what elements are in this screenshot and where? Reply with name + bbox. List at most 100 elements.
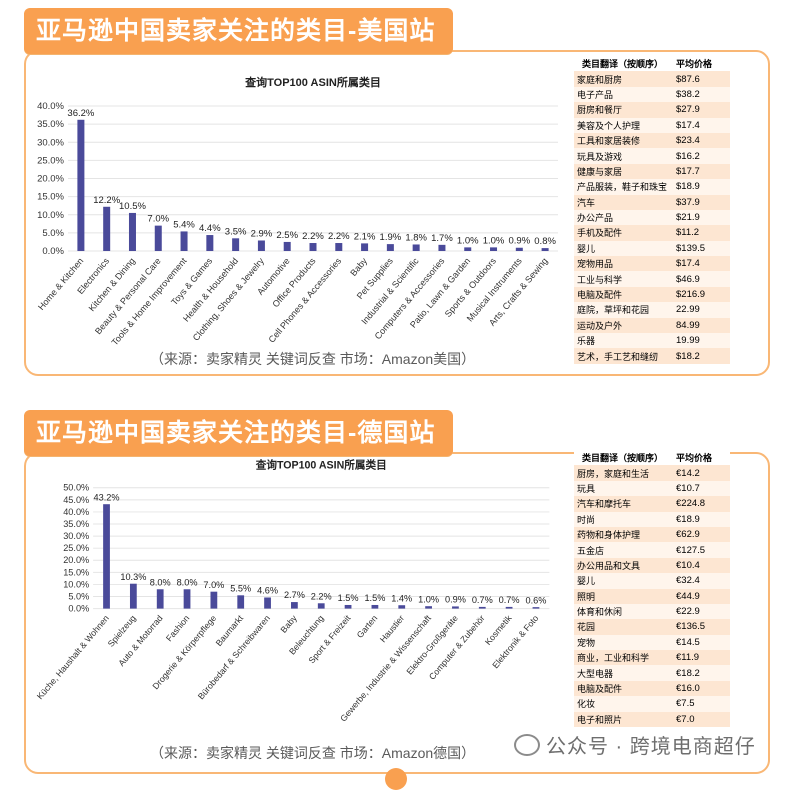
data-label: 10.5% xyxy=(119,201,146,212)
bar xyxy=(412,244,420,251)
us-price-table-wrap: 类目翻译（按顺序） 平均价格 家庭和厨房 $87.6 电子产品 $38.2 厨房和餐厅 $27… xyxy=(574,56,730,364)
category-cell: 庭院，草坪和花园 xyxy=(574,302,673,318)
bar xyxy=(344,604,352,609)
category-cell: 玩具及游戏 xyxy=(574,148,673,164)
bar xyxy=(371,604,379,609)
data-label: 43.2% xyxy=(94,492,120,502)
y-tick-label: 50.0% xyxy=(63,483,89,493)
y-tick-label: 25.0% xyxy=(37,155,64,166)
us-source-caption: （来源：卖家精灵 关键词反查 市场：Amazon美国） xyxy=(150,351,476,367)
table-row: 玩具及游戏 $16.2 xyxy=(574,148,730,164)
table-row: 婴儿 €32.4 xyxy=(574,573,730,589)
data-label: 10.3% xyxy=(120,572,146,582)
data-label: 1.0% xyxy=(418,594,439,604)
y-tick-label: 45.0% xyxy=(63,495,89,505)
price-cell: $46.9 xyxy=(673,271,730,287)
price-cell: €18.9 xyxy=(673,511,730,527)
price-cell: €10.7 xyxy=(673,480,730,497)
category-cell: 化妆 xyxy=(574,696,673,712)
data-label: 7.0% xyxy=(203,580,224,590)
chart-svg: 查询TOP100 ASIN所属类目 0.0% 5.0% 10.0% 15.0% 20.0%… xyxy=(35,458,550,723)
category-cell: 工具和家居装修 xyxy=(574,132,673,149)
bar xyxy=(291,602,298,609)
category-cell: 运动及户外 xyxy=(574,317,673,334)
table-row: 办公用品和文具 €10.4 xyxy=(574,557,730,574)
bar xyxy=(128,212,136,251)
bar xyxy=(532,607,540,609)
category-cell: 时尚 xyxy=(574,511,673,527)
x-tick-label: Baby xyxy=(348,255,369,278)
category-cell: 电子和照片 xyxy=(574,711,673,728)
price-cell: $18.9 xyxy=(673,179,730,195)
category-cell: 宠物 xyxy=(574,634,673,651)
bar xyxy=(103,504,110,609)
chart-title: 查询TOP100 ASIN所属类目 xyxy=(255,458,387,471)
category-cell: 乐器 xyxy=(574,333,673,349)
category-cell: 产品服装，鞋子和珠宝 xyxy=(574,179,673,195)
price-cell: $17.4 xyxy=(673,256,730,272)
category-cell: 玩具 xyxy=(574,480,673,497)
us-table-header: 类目翻译（按顺序） 平均价格 xyxy=(574,56,730,72)
data-label: 2.2% xyxy=(302,231,324,242)
table-row: 时尚 €18.9 xyxy=(574,511,730,527)
table-row: 宠物 €14.5 xyxy=(574,634,730,651)
chart-svg: 查询TOP100 ASIN所属类目 0.0% 5.0% 10.0% 15.0% 20.0%… xyxy=(36,75,558,347)
price-cell: €7.5 xyxy=(673,696,730,712)
category-cell: 五金店 xyxy=(574,542,673,558)
watermark-text: 公众号 · 跨境电商超仔 xyxy=(546,736,756,758)
y-tick-label: 30.0% xyxy=(37,137,64,148)
y-tick-label: 15.0% xyxy=(37,192,64,203)
us-bar-chart: 查询TOP100 ASIN所属类目 0.0% 5.0% 10.0% 15.0% 20.0%… xyxy=(36,64,562,354)
table-row: 药物和身体护理 €62.9 xyxy=(574,526,730,543)
price-cell: $16.2 xyxy=(673,148,730,164)
data-label: 1.9% xyxy=(380,232,402,243)
table-row: 电子和照片 €7.0 xyxy=(574,711,730,728)
us-section: 亚马逊中国卖家关注的类目-美国站 查询TOP100 ASIN所属类目 0.0% 5.… xyxy=(0,0,804,380)
price-cell: $23.4 xyxy=(673,132,730,149)
price-cell: €16.0 xyxy=(673,680,730,697)
category-cell: 婴儿 xyxy=(574,240,673,257)
data-label: 0.8% xyxy=(534,236,556,247)
table-row: 婴儿 $139.5 xyxy=(574,240,730,257)
table-row: 电子产品 $38.2 xyxy=(574,86,730,103)
x-tick-label: Baby xyxy=(278,613,299,635)
bar xyxy=(398,605,406,609)
y-tick-label: 25.0% xyxy=(63,543,89,553)
data-label: 0.9% xyxy=(508,236,530,247)
category-cell: 艺术，手工艺和缝纫 xyxy=(574,348,673,364)
price-cell: €22.9 xyxy=(673,603,730,620)
de-bar-chart: 查询TOP100 ASIN所属类目 0.0% 5.0% 10.0% 15.0% 20.0%… xyxy=(35,452,562,752)
bottom-orange-dot xyxy=(385,768,407,790)
data-label: 1.5% xyxy=(364,593,385,603)
table-row: 家庭和厨房 $87.6 xyxy=(574,71,730,87)
category-cell: 婴儿 xyxy=(574,573,673,589)
category-cell: 商业，工业和科学 xyxy=(574,650,673,666)
price-cell: 84.99 xyxy=(673,317,730,334)
table-row: 庭院，草坪和花园 22.99 xyxy=(574,302,730,318)
y-tick-label: 0.0% xyxy=(42,246,64,257)
bar xyxy=(257,240,265,251)
category-cell: 家庭和厨房 xyxy=(574,71,673,87)
y-tick-label: 20.0% xyxy=(37,174,64,185)
x-tick-label: Home & Kitchen xyxy=(36,256,85,312)
y-tick-label: 35.0% xyxy=(37,119,64,130)
bar xyxy=(478,606,486,609)
price-cell: €14.2 xyxy=(673,465,730,481)
de-table-header: 类目翻译（按顺序） 平均价格 xyxy=(574,450,730,466)
data-label: 5.4% xyxy=(173,219,195,230)
price-cell: $38.2 xyxy=(673,86,730,103)
watermark: 公众号 · 跨境电商超仔 xyxy=(514,730,756,759)
bar xyxy=(425,606,432,609)
data-label: 7.0% xyxy=(147,214,169,225)
data-label: 12.2% xyxy=(93,195,120,206)
table-row: 五金店 €127.5 xyxy=(574,542,730,558)
x-tick-label: Fashion xyxy=(164,613,192,643)
data-label: 4.4% xyxy=(199,223,221,234)
category-cell: 电脑及配件 xyxy=(574,680,673,697)
category-cell: 宠物用品 xyxy=(574,256,673,272)
category-header: 类目翻译（按顺序） xyxy=(574,450,673,466)
price-cell: €10.4 xyxy=(673,557,730,574)
y-tick-label: 10.0% xyxy=(63,579,89,589)
bar xyxy=(264,597,271,609)
bar xyxy=(129,583,137,609)
